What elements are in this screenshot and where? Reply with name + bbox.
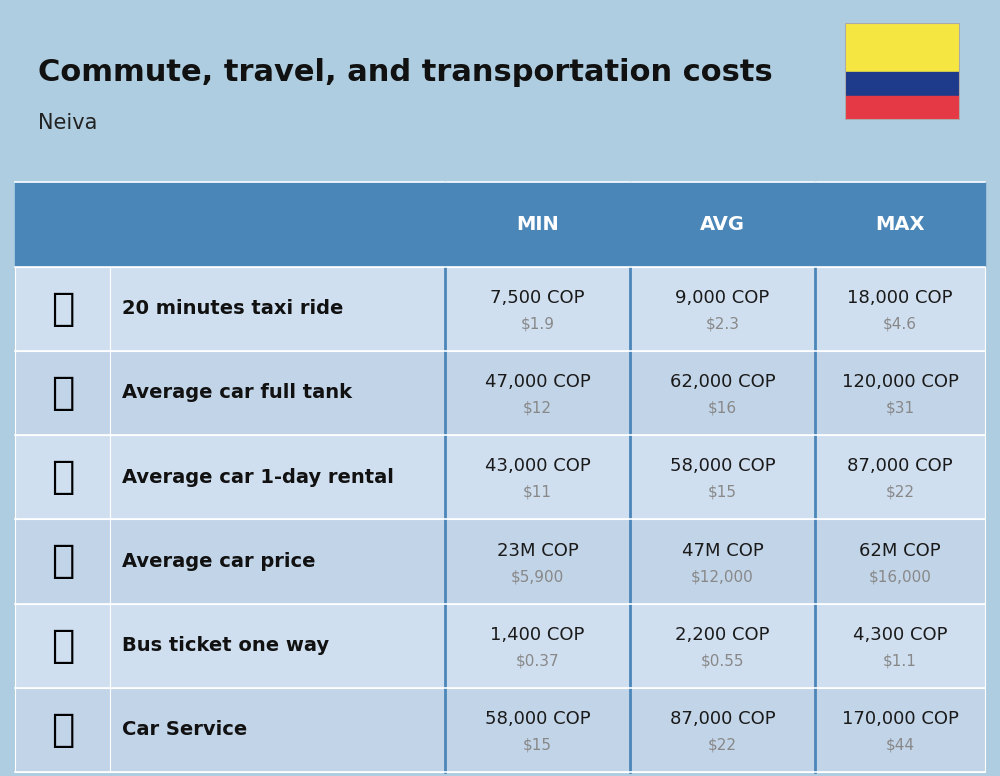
Text: Average car 1-day rental: Average car 1-day rental xyxy=(122,468,394,487)
Text: Car Service: Car Service xyxy=(122,720,247,740)
Text: $16,000: $16,000 xyxy=(869,569,931,584)
Text: 🚙: 🚙 xyxy=(51,459,74,496)
Text: Bus ticket one way: Bus ticket one way xyxy=(122,636,329,655)
Text: 18,000 COP: 18,000 COP xyxy=(847,289,953,307)
Text: 2,200 COP: 2,200 COP xyxy=(675,625,770,644)
Text: 🚗: 🚗 xyxy=(51,711,74,749)
Text: $12,000: $12,000 xyxy=(691,569,754,584)
Text: Commute, travel, and transportation costs: Commute, travel, and transportation cost… xyxy=(38,58,773,87)
Bar xyxy=(110,267,445,351)
Text: 🚕: 🚕 xyxy=(51,289,74,327)
Text: $1.1: $1.1 xyxy=(883,653,917,668)
Bar xyxy=(110,604,445,688)
Text: MAX: MAX xyxy=(875,215,925,234)
Text: $0.55: $0.55 xyxy=(701,653,744,668)
Text: 87,000 COP: 87,000 COP xyxy=(847,457,953,475)
Bar xyxy=(815,435,985,519)
Bar xyxy=(110,688,445,772)
Bar xyxy=(630,519,815,604)
Text: $31: $31 xyxy=(885,400,915,416)
Bar xyxy=(445,267,630,351)
Text: 170,000 COP: 170,000 COP xyxy=(842,710,958,728)
Text: AVG: AVG xyxy=(700,215,745,234)
Text: 62,000 COP: 62,000 COP xyxy=(670,373,775,391)
Bar xyxy=(630,688,815,772)
Text: 🚗: 🚗 xyxy=(51,542,74,580)
Text: $12: $12 xyxy=(523,400,552,416)
Bar xyxy=(15,267,110,351)
Text: 43,000 COP: 43,000 COP xyxy=(485,457,590,475)
Bar xyxy=(445,351,630,435)
Text: $44: $44 xyxy=(886,738,914,753)
Text: $2.3: $2.3 xyxy=(705,317,739,331)
Bar xyxy=(110,182,445,267)
Text: 20 minutes taxi ride: 20 minutes taxi ride xyxy=(122,300,343,318)
Text: 23M COP: 23M COP xyxy=(497,542,578,559)
Text: $11: $11 xyxy=(523,485,552,500)
Bar xyxy=(845,72,960,96)
Bar xyxy=(845,23,960,72)
Bar xyxy=(815,604,985,688)
Bar xyxy=(815,182,985,267)
Text: 47M COP: 47M COP xyxy=(682,542,763,559)
Bar xyxy=(445,182,630,267)
Text: 58,000 COP: 58,000 COP xyxy=(670,457,775,475)
Bar xyxy=(110,435,445,519)
Bar xyxy=(815,519,985,604)
Text: $16: $16 xyxy=(708,400,737,416)
Text: 47,000 COP: 47,000 COP xyxy=(485,373,590,391)
Text: Neiva: Neiva xyxy=(38,113,97,133)
Text: ⛽: ⛽ xyxy=(51,374,74,412)
Bar xyxy=(15,604,110,688)
Text: 62M COP: 62M COP xyxy=(859,542,941,559)
Text: $22: $22 xyxy=(886,485,914,500)
Text: 87,000 COP: 87,000 COP xyxy=(670,710,775,728)
Bar xyxy=(445,519,630,604)
Bar xyxy=(815,351,985,435)
Text: $5,900: $5,900 xyxy=(511,569,564,584)
Bar xyxy=(815,688,985,772)
Text: MIN: MIN xyxy=(516,215,559,234)
Text: $22: $22 xyxy=(708,738,737,753)
Bar xyxy=(845,96,960,120)
Text: $15: $15 xyxy=(523,738,552,753)
Bar xyxy=(630,267,815,351)
Bar xyxy=(815,267,985,351)
Bar xyxy=(15,688,110,772)
Bar xyxy=(630,182,815,267)
Bar xyxy=(630,604,815,688)
Text: $15: $15 xyxy=(708,485,737,500)
Text: 4,300 COP: 4,300 COP xyxy=(853,625,947,644)
Text: Average car full tank: Average car full tank xyxy=(122,383,352,403)
Bar xyxy=(445,604,630,688)
Text: 9,000 COP: 9,000 COP xyxy=(675,289,770,307)
Text: $1.9: $1.9 xyxy=(520,317,554,331)
Text: Average car price: Average car price xyxy=(122,552,316,571)
Bar xyxy=(445,435,630,519)
Bar xyxy=(15,435,110,519)
Bar xyxy=(15,519,110,604)
Bar xyxy=(15,182,110,267)
Text: $0.37: $0.37 xyxy=(516,653,559,668)
Text: 1,400 COP: 1,400 COP xyxy=(490,625,585,644)
Bar xyxy=(110,519,445,604)
Text: 58,000 COP: 58,000 COP xyxy=(485,710,590,728)
Bar xyxy=(630,351,815,435)
Text: $4.6: $4.6 xyxy=(883,317,917,331)
Bar xyxy=(15,351,110,435)
Text: 120,000 COP: 120,000 COP xyxy=(842,373,958,391)
Bar xyxy=(630,435,815,519)
Text: 7,500 COP: 7,500 COP xyxy=(490,289,585,307)
Text: 🚌: 🚌 xyxy=(51,627,74,665)
Bar xyxy=(445,688,630,772)
Bar xyxy=(110,351,445,435)
